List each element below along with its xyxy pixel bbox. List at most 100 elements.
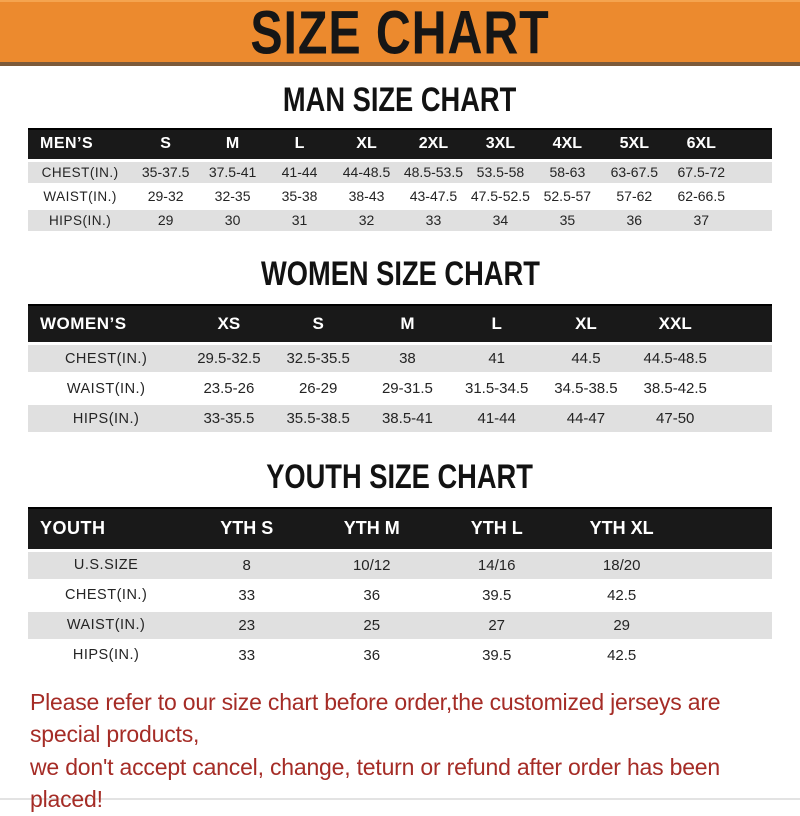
size-value: 36 [601,208,668,232]
size-column-header: M [199,129,266,160]
row-label: CHEST(IN.) [28,344,184,374]
filler-cell [720,305,772,344]
size-column-header: 5XL [601,129,668,160]
youth-section: YOUTH SIZE CHART [0,435,800,495]
size-value: 36 [309,640,434,670]
size-column-header: XL [333,129,400,160]
size-column-header: L [452,305,541,344]
size-value: 47-50 [631,404,720,434]
size-column-header: 6XL [668,129,735,160]
size-column-header: S [132,129,199,160]
size-value: 67.5-72 [668,160,735,184]
size-value: 47.5-52.5 [467,184,534,208]
order-policy-line-2: we don't accept cancel, change, teturn o… [30,751,770,816]
row-label: HIPS(IN.) [28,208,132,232]
size-value: 38 [363,344,452,374]
size-value: 39.5 [434,640,559,670]
youth-size-chart-heading: YOUTH SIZE CHART [267,457,534,497]
size-value: 29-32 [132,184,199,208]
size-value: 30 [199,208,266,232]
size-value: 27 [434,610,559,640]
size-value: 35-37.5 [132,160,199,184]
filler-cell [720,404,772,434]
size-value: 10/12 [309,550,434,580]
row-label: WAIST(IN.) [28,610,184,640]
size-value: 41 [452,344,541,374]
size-column-header: XL [541,305,630,344]
size-value: 53.5-58 [467,160,534,184]
size-value: 44.5-48.5 [631,344,720,374]
size-value: 57-62 [601,184,668,208]
size-value: 33 [400,208,467,232]
filler-cell [684,610,772,640]
size-value: 62-66.5 [668,184,735,208]
filler-cell [735,129,772,160]
size-value: 44-48.5 [333,160,400,184]
size-value: 37.5-41 [199,160,266,184]
banner-title: SIZE CHART [250,0,549,68]
size-value: 42.5 [559,640,684,670]
size-value: 63-67.5 [601,160,668,184]
size-value: 44-47 [541,404,630,434]
size-value: 32 [333,208,400,232]
filler-cell [720,344,772,374]
size-column-header: 4XL [534,129,601,160]
size-value: 33 [184,580,309,610]
size-value: 35 [534,208,601,232]
size-value: 38.5-41 [363,404,452,434]
row-label: WAIST(IN.) [28,374,184,404]
table-group-label: MEN’S [28,129,132,160]
size-value: 38.5-42.5 [631,374,720,404]
table-group-label: YOUTH [28,508,184,550]
size-value: 52.5-57 [534,184,601,208]
size-column-header: YTH M [309,508,434,550]
size-column-header: XS [184,305,273,344]
size-value: 18/20 [559,550,684,580]
size-value: 32-35 [199,184,266,208]
filler-cell [720,374,772,404]
size-column-header: L [266,129,333,160]
size-value: 38-43 [333,184,400,208]
women-section: WOMEN SIZE CHART [0,234,800,292]
order-policy-line-1: Please refer to our size chart before or… [30,686,770,751]
size-value: 8 [184,550,309,580]
row-label: CHEST(IN.) [28,580,184,610]
size-column-header: 2XL [400,129,467,160]
size-value: 58-63 [534,160,601,184]
filler-cell [684,640,772,670]
size-value: 25 [309,610,434,640]
size-value: 48.5-53.5 [400,160,467,184]
size-value: 29 [132,208,199,232]
size-value: 23.5-26 [184,374,273,404]
row-label: U.S.SIZE [28,550,184,580]
size-column-header: YTH L [434,508,559,550]
row-label: WAIST(IN.) [28,184,132,208]
filler-cell [684,580,772,610]
size-column-header: YTH XL [559,508,684,550]
size-value: 31 [266,208,333,232]
size-value: 43-47.5 [400,184,467,208]
filler-cell [684,550,772,580]
size-value: 33 [184,640,309,670]
size-value: 37 [668,208,735,232]
size-value: 26-29 [274,374,363,404]
row-label: HIPS(IN.) [28,404,184,434]
size-value: 14/16 [434,550,559,580]
size-column-header: XXL [631,305,720,344]
size-column-header: 3XL [467,129,534,160]
size-value: 42.5 [559,580,684,610]
